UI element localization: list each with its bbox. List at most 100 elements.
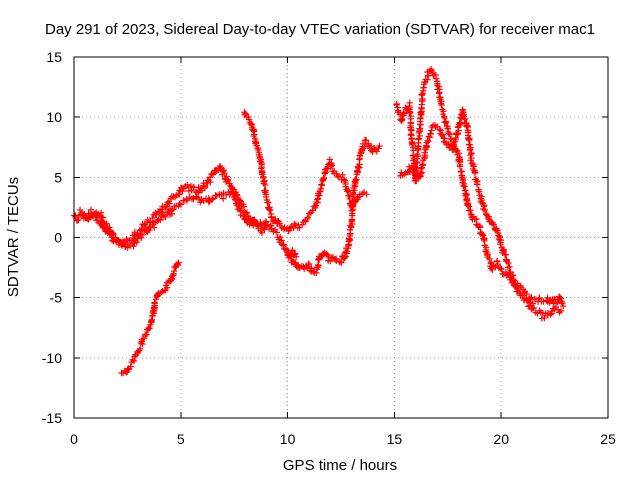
series-point (177, 201, 185, 208)
series-point (493, 257, 501, 265)
series-point (445, 130, 452, 137)
series-point (342, 183, 349, 190)
series-point (415, 173, 423, 181)
series-point (130, 357, 138, 365)
series-point (326, 257, 334, 265)
series-point (243, 209, 251, 216)
series-point (149, 214, 156, 222)
series-point (331, 256, 339, 263)
series-point (251, 131, 258, 138)
series-point (481, 206, 489, 214)
series-point (258, 221, 265, 229)
series-point (130, 243, 137, 250)
series-point (356, 191, 364, 198)
series-point (422, 142, 430, 149)
series-point (406, 109, 414, 117)
series-point (129, 356, 136, 364)
series-point (219, 195, 227, 202)
series-point (322, 168, 329, 176)
series-point (257, 218, 264, 226)
series-point (434, 80, 441, 87)
series-point (337, 258, 345, 266)
series-point (143, 331, 150, 338)
series-point (471, 169, 479, 177)
series-point (345, 242, 352, 249)
series-point (486, 255, 493, 263)
x-tick-label: 0 (70, 431, 78, 447)
series-point (220, 169, 228, 177)
series-point (162, 204, 169, 211)
series-point (500, 247, 508, 255)
series-point (74, 216, 82, 224)
series-point (557, 307, 565, 315)
series-point (425, 72, 432, 79)
y-tick-label: 0 (54, 230, 62, 246)
series-point (233, 191, 240, 198)
series-point (309, 207, 316, 214)
series-point (163, 203, 170, 210)
series-point (154, 217, 161, 225)
series-point (479, 231, 486, 238)
series-point (558, 298, 565, 305)
series-point (339, 171, 346, 179)
plot-frame (73, 56, 609, 419)
series-point (288, 253, 295, 260)
series-point (146, 226, 153, 234)
series-point (489, 266, 496, 274)
series-point (427, 66, 435, 73)
series-point (162, 213, 169, 221)
series-point (480, 236, 488, 243)
series-point (224, 176, 231, 183)
series-point (523, 290, 530, 298)
series-point (559, 302, 567, 310)
series-point (176, 200, 183, 208)
series-point (139, 231, 146, 238)
series-point (417, 111, 424, 119)
series-point (120, 239, 127, 246)
series-point (318, 182, 326, 189)
series-point (476, 224, 484, 231)
series-point (362, 137, 370, 144)
series-point (251, 217, 258, 225)
series-point (273, 229, 281, 236)
series-point (547, 311, 554, 318)
y-axis-title: SDTVAR / TECUs (5, 177, 22, 297)
series-point (263, 221, 271, 228)
series-point (328, 162, 336, 169)
series-point (497, 265, 504, 272)
series-point (127, 363, 134, 370)
series-point (342, 253, 349, 260)
series-point (427, 130, 434, 137)
series-point (356, 156, 363, 163)
series-point (488, 259, 495, 266)
series-point (258, 229, 266, 236)
series-point (478, 193, 485, 200)
series-point (559, 300, 566, 307)
series-point (72, 213, 79, 221)
series-point (408, 141, 416, 149)
series-point (475, 188, 483, 195)
y-tick-label: -10 (42, 350, 62, 366)
x-tick-label: 10 (280, 431, 296, 447)
series-point (444, 125, 451, 132)
series-point (285, 226, 293, 234)
grid-layer (74, 57, 608, 418)
series-point (262, 218, 270, 225)
series-point (98, 217, 106, 225)
series-point (496, 233, 503, 241)
series-point (242, 110, 249, 117)
series-point (138, 234, 145, 241)
series-point (307, 264, 315, 272)
series-point (509, 271, 517, 279)
series-point (358, 146, 365, 153)
series-point (318, 181, 325, 188)
series-point (363, 190, 370, 198)
y-tick-label: -5 (50, 290, 63, 306)
series-point (419, 95, 426, 103)
series-point (490, 221, 497, 228)
series-point (266, 204, 273, 211)
series-point (146, 325, 153, 332)
series-point (376, 142, 383, 150)
x-tick-label: 15 (387, 431, 403, 447)
